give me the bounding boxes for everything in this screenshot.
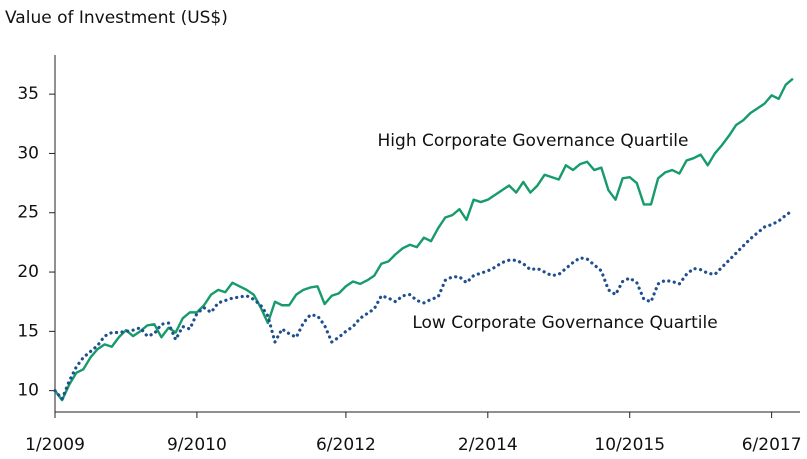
y-tick-label: 20	[17, 262, 39, 282]
series-line	[53, 208, 795, 401]
y-tick-label: 25	[17, 203, 39, 223]
series-label: Low Corporate Governance Quartile	[412, 313, 717, 333]
y-tick-label: 15	[17, 321, 39, 341]
x-tick-label: 2/2014	[458, 435, 518, 455]
y-axis-label: Value of Investment (US$)	[5, 8, 228, 28]
x-tick-label: 6/2012	[316, 435, 376, 455]
x-tick-label: 10/2015	[594, 435, 665, 455]
x-tick-label: 1/2009	[25, 435, 85, 455]
y-tick-label: 35	[17, 84, 39, 104]
y-tick-label: 10	[17, 381, 39, 401]
series-line	[54, 77, 794, 402]
x-tick-label: 6/2017	[742, 435, 802, 455]
series-label: High Corporate Governance Quartile	[378, 131, 689, 151]
y-tick-label: 30	[17, 143, 39, 163]
x-tick-label: 9/2010	[167, 435, 227, 455]
